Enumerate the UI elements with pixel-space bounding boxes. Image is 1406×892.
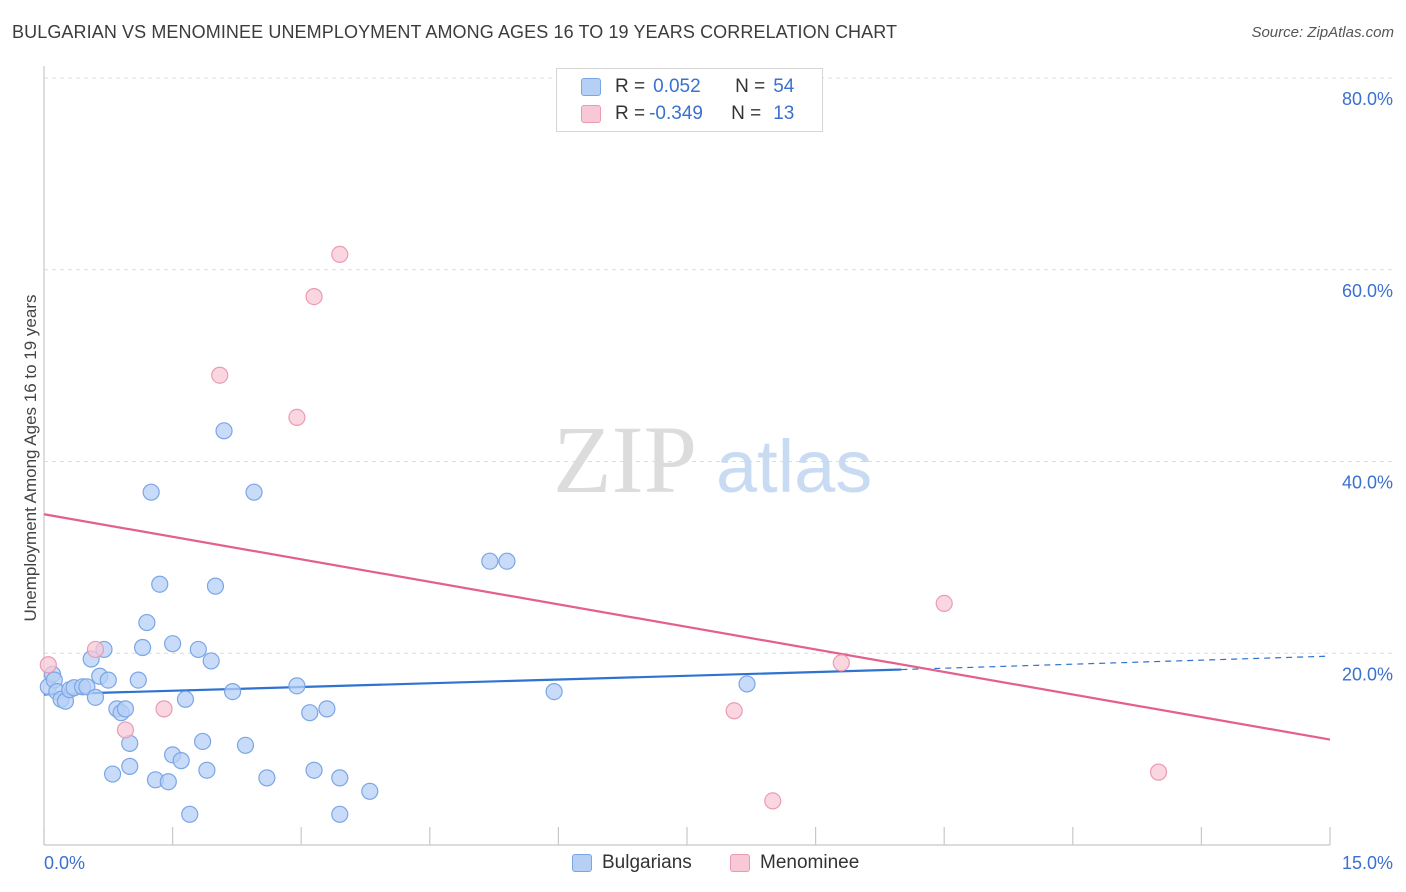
menominee-point [764, 792, 782, 810]
bulgarians-point [361, 782, 379, 800]
bulgarians-point [224, 682, 242, 701]
bulgarians-point [151, 575, 169, 593]
bulgarians-swatch [572, 854, 592, 872]
menominee-point [832, 654, 850, 672]
menominee-point [39, 656, 57, 674]
x-tick-label: 15.0% [1342, 853, 1393, 873]
bulgarians-point [159, 773, 177, 791]
bulgarians-point [206, 577, 225, 595]
stats-row-bulgarians: R = 0.052 N = 54 [581, 75, 794, 99]
menominee-swatch [581, 105, 601, 123]
bulgarians-trend-line [43, 668, 902, 696]
bulgarians-point [258, 769, 276, 787]
n-value: 13 [773, 103, 795, 124]
bulgarians-point [481, 552, 499, 570]
n-label: N = [731, 103, 762, 124]
bulgarians-point [331, 805, 349, 823]
bulgarians-point [215, 422, 233, 440]
grid-lines [44, 77, 1392, 654]
bulgarians-point [181, 805, 199, 823]
chart-title: BULGARIAN VS MENOMINEE UNEMPLOYMENT AMON… [12, 22, 898, 42]
bulgarians-point [301, 704, 319, 722]
source-label: Source: ZipAtlas.com [1251, 24, 1394, 41]
x-tick-label: 0.0% [44, 853, 85, 873]
axes [43, 66, 1331, 846]
bulgarians-point [176, 690, 195, 708]
y-tick-label: 20.0% [1342, 664, 1393, 684]
r-value: 0.052 [653, 76, 701, 97]
n-label: N = [735, 76, 766, 97]
bulgarians-point [202, 652, 220, 670]
menominee-point [1149, 763, 1168, 781]
menominee-point [211, 366, 229, 384]
y-tick-label: 40.0% [1342, 473, 1393, 493]
menominee-point [86, 640, 105, 659]
bulgarians-point [129, 671, 147, 689]
bulgarians-point [189, 640, 207, 659]
bulgarians-point [318, 700, 336, 718]
legend-item-bulgarians: Bulgarians [572, 852, 692, 874]
menominee-point [155, 700, 173, 718]
stats-legend: R = 0.052 N = 54 R = -0.349 N = 13 [556, 68, 823, 132]
bulgarians-point [133, 638, 152, 657]
menominee-point [331, 245, 349, 264]
legend-label-menominee: Menominee [760, 852, 860, 873]
bulgarians-point [116, 700, 135, 718]
bulgarians-point [305, 761, 323, 779]
bulgarians-point [545, 682, 563, 701]
bulgarians-point [194, 732, 212, 751]
legend-label-bulgarians: Bulgarians [602, 852, 692, 873]
stats-row-menominee: R = -0.349 N = 13 [581, 102, 794, 126]
bulgarians-point [172, 752, 190, 770]
bulgarians-point [236, 736, 255, 754]
y-axis-label: Unemployment Among Ages 16 to 19 years [21, 295, 40, 622]
watermark-zip: ZIP [553, 406, 697, 513]
menominee-point [305, 287, 323, 306]
bulgarians-trend-extension [901, 655, 1331, 671]
menominee-trend-line [43, 513, 1331, 741]
bulgarians-point [164, 635, 182, 653]
r-label: R = [615, 103, 646, 124]
r-value: -0.349 [649, 103, 703, 124]
r-label: R = [615, 76, 646, 97]
y-tick-label: 60.0% [1342, 281, 1393, 301]
bulgarians-point [86, 688, 105, 706]
menominee-point [935, 594, 953, 612]
bulgarians-point [738, 675, 756, 693]
bulgarians-point [288, 677, 306, 695]
y-tick-label: 80.0% [1342, 89, 1393, 109]
tick-labels: 20.0% 40.0% 60.0% 80.0% 0.0% 15.0% [44, 89, 1393, 873]
n-value: 54 [773, 76, 795, 97]
legend-item-menominee: Menominee [730, 852, 859, 874]
bulgarians-point [121, 757, 139, 775]
watermark-atlas: atlas [716, 425, 872, 508]
bulgarians-point [103, 765, 122, 783]
bulgarians-point [245, 483, 263, 501]
bulgarians-point [142, 483, 160, 501]
bulgarians-point [331, 769, 349, 787]
bulgarians-point [498, 552, 516, 570]
bulgarians-swatch [581, 78, 601, 96]
bulgarians-point [138, 613, 156, 632]
bulgarians-point [198, 761, 216, 779]
menominee-point [288, 408, 306, 426]
menominee-point [116, 721, 135, 739]
data-points [39, 245, 1168, 823]
menominee-point [725, 702, 743, 720]
menominee-swatch [730, 854, 750, 872]
trend-lines [43, 513, 1331, 741]
bulgarians-point [99, 671, 117, 689]
